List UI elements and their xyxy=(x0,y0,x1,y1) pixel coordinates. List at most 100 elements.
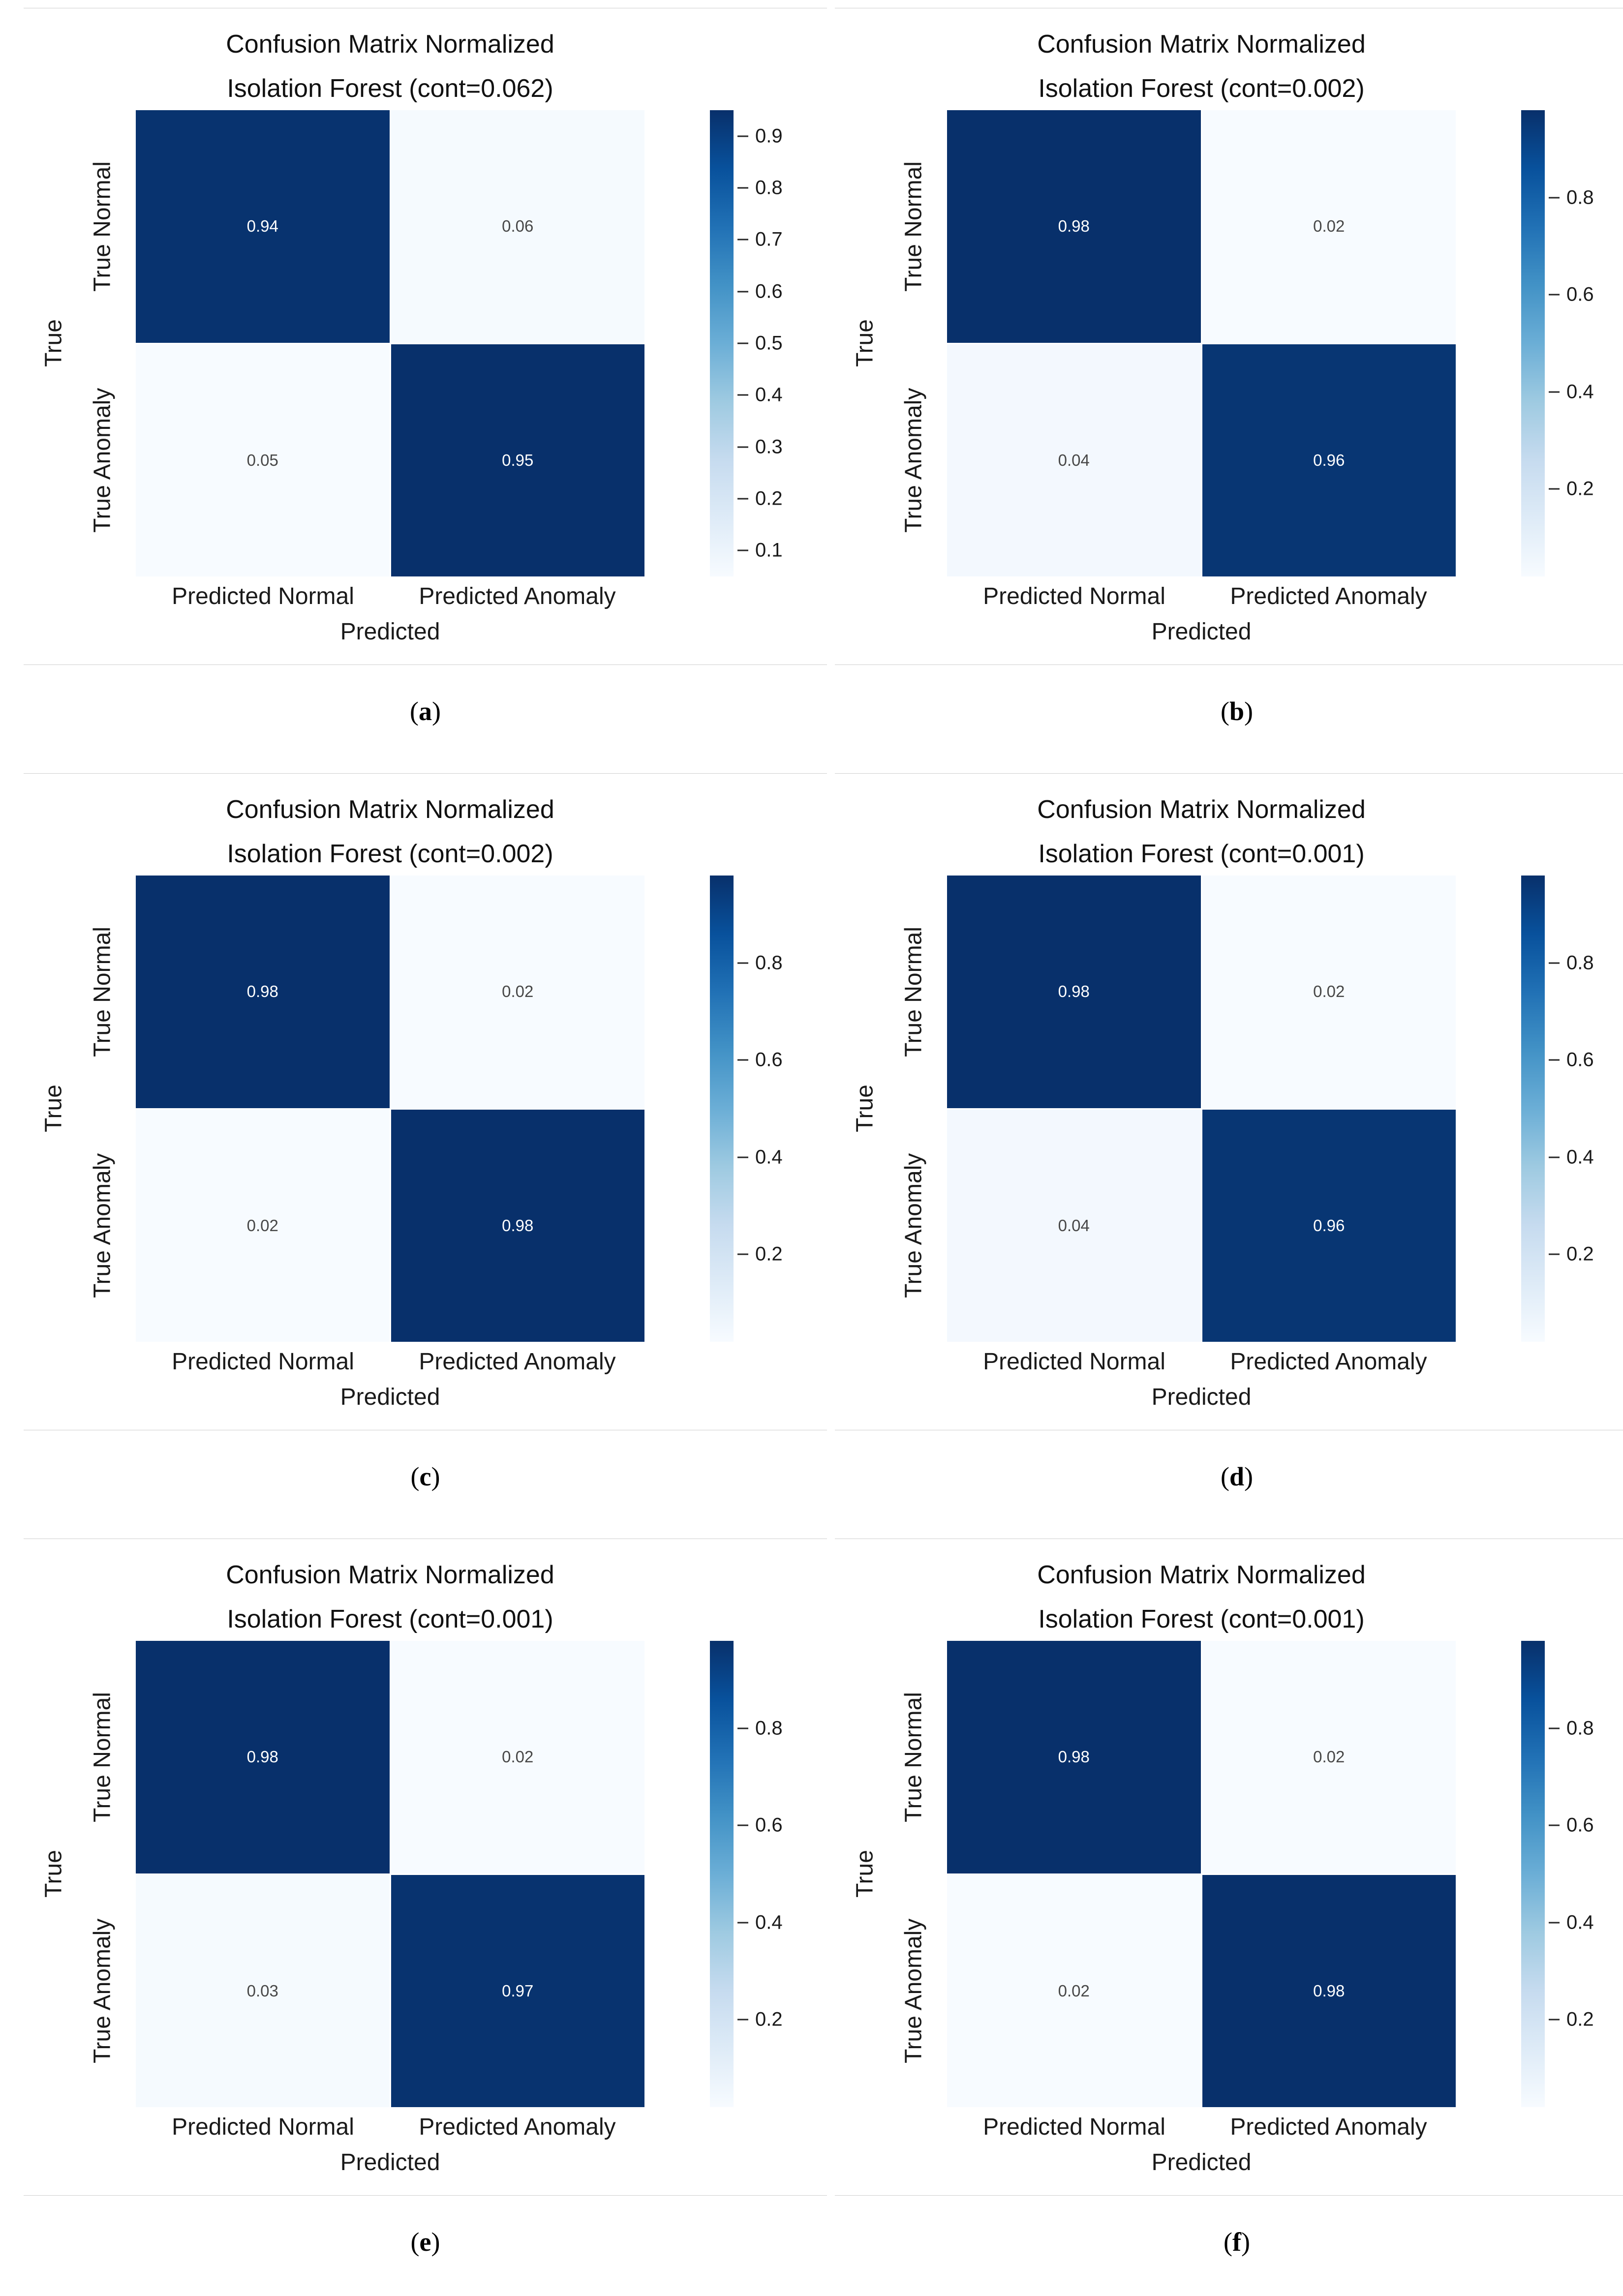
colorbar-tick-mark xyxy=(737,1824,748,1826)
col-label-predicted-anomaly: Predicted Anomaly xyxy=(419,2114,616,2140)
colorbar-tick: 0.6 xyxy=(737,1049,783,1071)
col-label-predicted-anomaly: Predicted Anomaly xyxy=(1230,1349,1427,1375)
chart-title-line2: Isolation Forest (cont=0.001) xyxy=(1038,1605,1365,1633)
colorbar-gradient xyxy=(710,110,734,576)
panel-caption: (d) xyxy=(831,1430,1623,1523)
cell-value: 0.95 xyxy=(502,451,534,469)
colorbar: 0.8 0.6 0.4 0.2 xyxy=(1521,876,1623,1342)
x-axis-label: Predicted xyxy=(340,2149,440,2175)
cell-value: 0.98 xyxy=(246,1748,278,1766)
colorbar-tick-mark xyxy=(1549,962,1560,964)
col-label-predicted-anomaly: Predicted Anomaly xyxy=(419,1349,616,1375)
colorbar-tick-label: 0.4 xyxy=(1566,1146,1594,1168)
heatmap-cell-r0c0: 0.98 xyxy=(136,876,390,1108)
caption-paren-close: ) xyxy=(431,1462,440,1491)
colorbar-tick-label: 0.6 xyxy=(755,1814,783,1836)
row-label-true-normal: True Normal xyxy=(900,1692,927,1822)
heatmap-cell-r0c1: 0.02 xyxy=(1202,876,1456,1108)
row-label-true-normal: True Normal xyxy=(89,161,116,292)
x-axis-label: Predicted xyxy=(340,619,440,645)
x-tick-labels: Predicted Normal Predicted Anomaly xyxy=(136,1348,644,1375)
colorbar-tick: 0.2 xyxy=(1549,2009,1594,2031)
cell-value: 0.98 xyxy=(246,982,278,1001)
caption-letter: e xyxy=(419,2227,431,2257)
colorbar-tick: 0.6 xyxy=(737,280,783,302)
colorbar: 0.8 0.6 0.4 0.2 xyxy=(710,876,833,1342)
chart-area: Confusion Matrix Normalized Isolation Fo… xyxy=(835,1539,1623,2196)
col-label-predicted-normal: Predicted Normal xyxy=(172,1349,354,1375)
x-axis-label: Predicted xyxy=(1151,2149,1252,2175)
chart-area: Confusion Matrix Normalized Isolation Fo… xyxy=(24,773,827,1430)
heatmap-cell-r0c0: 0.98 xyxy=(947,876,1201,1108)
caption-paren-close: ) xyxy=(431,2227,440,2257)
colorbar-tick-mark xyxy=(1549,488,1560,490)
cell-value: 0.02 xyxy=(502,982,534,1001)
colorbar-tick: 0.3 xyxy=(737,436,783,458)
colorbar-tick: 0.4 xyxy=(737,1911,783,1933)
panel-caption: (b) xyxy=(831,665,1623,757)
chart-area: Confusion Matrix Normalized Isolation Fo… xyxy=(835,8,1623,665)
colorbar-tick-label: 0.2 xyxy=(1566,478,1594,500)
chart-area: Confusion Matrix Normalized Isolation Fo… xyxy=(24,1539,827,2196)
x-axis-label: Predicted xyxy=(1151,619,1252,645)
colorbar-tick-mark xyxy=(737,135,748,137)
colorbar-tick-label: 0.9 xyxy=(755,125,783,147)
colorbar-tick-label: 0.8 xyxy=(755,1717,783,1739)
heatmap-cell-r0c0: 0.98 xyxy=(136,1641,390,1873)
heatmap-cell-r0c0: 0.94 xyxy=(136,110,390,343)
chart-title-line2: Isolation Forest (cont=0.002) xyxy=(1038,74,1365,103)
heatmap: 0.98 0.02 0.02 0.98 xyxy=(947,1641,1456,2107)
confusion-matrix-panel-a: Confusion Matrix Normalized Isolation Fo… xyxy=(20,8,831,757)
colorbar-tick-mark xyxy=(737,394,748,396)
row-label-true-anomaly: True Anomaly xyxy=(900,1153,927,1299)
x-tick-labels: Predicted Normal Predicted Anomaly xyxy=(947,1348,1456,1375)
x-tick-labels: Predicted Normal Predicted Anomaly xyxy=(947,2114,1456,2141)
col-label-predicted-anomaly: Predicted Anomaly xyxy=(1230,2114,1427,2140)
colorbar-tick-mark xyxy=(1549,197,1560,199)
chart-area: Confusion Matrix Normalized Isolation Fo… xyxy=(835,773,1623,1430)
colorbar-tick-mark xyxy=(737,498,748,500)
chart-title: Confusion Matrix Normalized Isolation Fo… xyxy=(24,1553,757,1641)
y-axis-label: True xyxy=(852,1085,878,1133)
heatmap-cell-r1c0: 0.04 xyxy=(947,1109,1201,1342)
chart-title: Confusion Matrix Normalized Isolation Fo… xyxy=(24,787,757,876)
colorbar-tick: 0.4 xyxy=(1549,1146,1594,1168)
panel-caption: (c) xyxy=(20,1430,831,1523)
colorbar-tick-mark xyxy=(1549,1156,1560,1158)
heatmap-cell-r1c1: 0.98 xyxy=(1202,1874,1456,2107)
chart-title-line1: Confusion Matrix Normalized xyxy=(1037,1561,1366,1589)
colorbar-tick-mark xyxy=(737,446,748,448)
colorbar-tick-label: 0.4 xyxy=(1566,381,1594,403)
colorbar-ticks: 0.8 0.6 0.4 0.2 xyxy=(1549,110,1623,576)
row-label-true-anomaly: True Anomaly xyxy=(89,388,116,533)
colorbar-tick-mark xyxy=(1549,2019,1560,2021)
heatmap: 0.94 0.06 0.05 0.95 xyxy=(136,110,644,576)
col-label-predicted-normal: Predicted Normal xyxy=(172,583,354,609)
heatmap-cell-r0c0: 0.98 xyxy=(947,110,1201,343)
chart-title-line2: Isolation Forest (cont=0.062) xyxy=(227,74,553,103)
colorbar-tick: 0.8 xyxy=(737,952,783,974)
chart-title: Confusion Matrix Normalized Isolation Fo… xyxy=(24,22,757,111)
chart-area: Confusion Matrix Normalized Isolation Fo… xyxy=(24,8,827,665)
colorbar-tick-label: 0.7 xyxy=(755,228,783,250)
cell-value: 0.96 xyxy=(1313,1216,1345,1235)
caption-paren-close: ) xyxy=(432,696,441,726)
col-label-predicted-anomaly: Predicted Anomaly xyxy=(419,583,616,609)
colorbar-tick-mark xyxy=(1549,391,1560,393)
colorbar-tick: 0.7 xyxy=(737,229,783,251)
colorbar-tick-label: 0.3 xyxy=(755,436,783,458)
chart-title-line1: Confusion Matrix Normalized xyxy=(226,1561,554,1589)
cell-value: 0.02 xyxy=(1313,1748,1345,1766)
colorbar-tick-label: 0.6 xyxy=(1566,1814,1594,1836)
colorbar-tick: 0.8 xyxy=(737,177,783,199)
colorbar-tick: 0.5 xyxy=(737,332,783,355)
heatmap-cell-r1c0: 0.04 xyxy=(947,344,1201,576)
caption-paren-close: ) xyxy=(1241,2227,1250,2257)
heatmap-cell-r0c1: 0.06 xyxy=(391,110,644,343)
caption-letter: a xyxy=(419,696,432,726)
x-axis-label: Predicted xyxy=(1151,1384,1252,1410)
colorbar-ticks: 0.8 0.6 0.4 0.2 xyxy=(737,1641,833,2107)
heatmap-cell-r1c1: 0.96 xyxy=(1202,344,1456,576)
x-tick-labels: Predicted Normal Predicted Anomaly xyxy=(136,583,644,610)
